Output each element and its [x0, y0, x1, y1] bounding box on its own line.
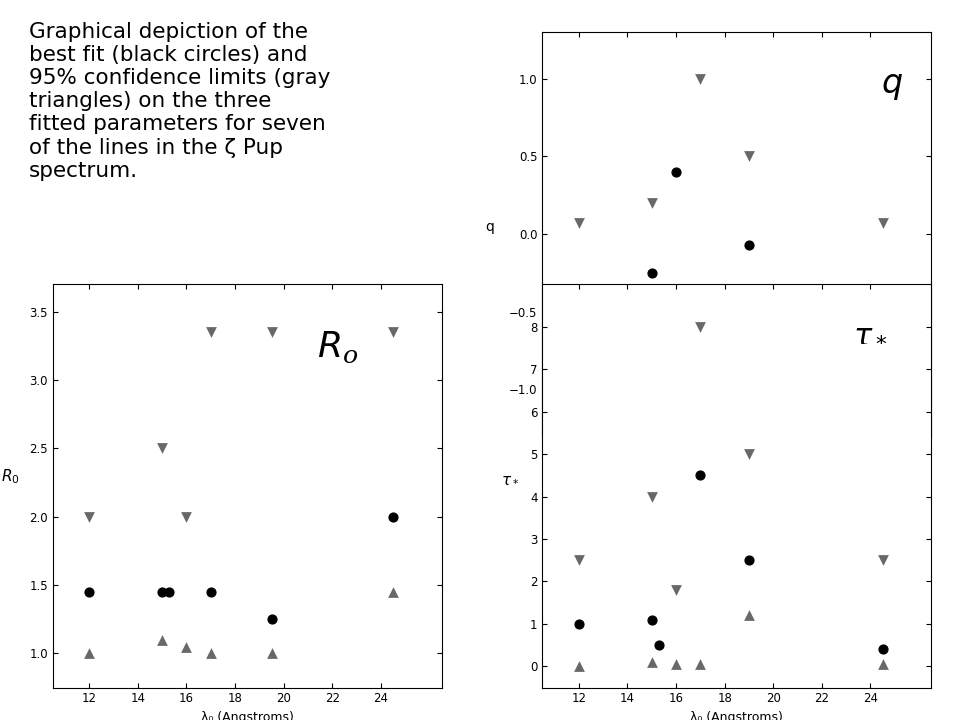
Point [741, 554, 756, 566]
Point [875, 644, 890, 655]
Point [668, 659, 684, 670]
Point [741, 302, 756, 314]
Point [385, 511, 400, 523]
Point [571, 341, 587, 353]
Point [204, 326, 219, 338]
X-axis label: λ₀ (Angstroms): λ₀ (Angstroms) [201, 711, 294, 720]
Point [693, 659, 708, 670]
Point [385, 326, 400, 338]
Point [204, 586, 219, 598]
Point [657, 313, 672, 325]
Point [571, 661, 587, 672]
Point [693, 469, 708, 481]
Point [571, 217, 587, 229]
X-axis label: λ₀ (Angstroms): λ₀ (Angstroms) [690, 459, 783, 472]
Point [264, 613, 279, 625]
Point [693, 73, 708, 85]
Point [668, 584, 684, 595]
Point [161, 586, 177, 598]
Text: $q$: $q$ [880, 70, 902, 102]
Point [875, 659, 890, 670]
Point [155, 586, 170, 598]
Point [875, 306, 890, 318]
Point [875, 352, 890, 364]
Point [571, 618, 587, 630]
Point [741, 449, 756, 460]
Point [571, 298, 587, 310]
Point [741, 239, 756, 251]
Point [644, 267, 660, 279]
Point [668, 360, 684, 372]
Point [668, 166, 684, 178]
Point [571, 554, 587, 566]
Point [644, 197, 660, 209]
Text: $R_{\mathregular{o}}$: $R_{\mathregular{o}}$ [317, 330, 358, 365]
Y-axis label: $\tau_*$: $\tau_*$ [501, 471, 519, 486]
Point [385, 586, 400, 598]
Point [875, 217, 890, 229]
Point [264, 648, 279, 660]
Point [179, 511, 194, 523]
Point [693, 321, 708, 333]
X-axis label: λ₀ (Angstroms): λ₀ (Angstroms) [690, 711, 783, 720]
Point [741, 150, 756, 162]
Point [644, 391, 660, 402]
Point [155, 443, 170, 454]
Y-axis label: $R_0$: $R_0$ [1, 467, 19, 486]
Point [179, 641, 194, 652]
Point [264, 326, 279, 338]
Point [644, 614, 660, 626]
Text: Graphical depiction of the
best fit (black circles) and
95% confidence limits (g: Graphical depiction of the best fit (bla… [29, 22, 330, 181]
Y-axis label: q: q [485, 220, 494, 234]
Point [693, 349, 708, 361]
Point [644, 657, 660, 668]
Point [155, 634, 170, 646]
Point [82, 511, 97, 523]
Point [82, 648, 97, 660]
Point [82, 586, 97, 598]
Point [693, 321, 708, 333]
Point [875, 554, 890, 566]
Point [204, 648, 219, 660]
Point [651, 639, 666, 651]
Point [741, 610, 756, 621]
Text: $\tau_*$: $\tau_*$ [853, 317, 888, 348]
Point [644, 491, 660, 503]
